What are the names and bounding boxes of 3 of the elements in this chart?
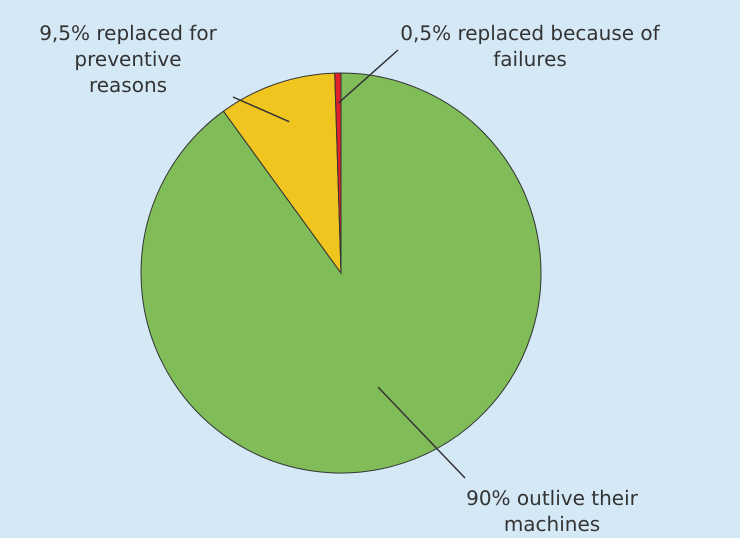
- slice-label: 9,5% replaced for preventive reasons: [39, 21, 218, 97]
- slice-label: 0,5% replaced because of failures: [400, 21, 661, 71]
- slice-label: 90% outlive their machines: [466, 486, 639, 536]
